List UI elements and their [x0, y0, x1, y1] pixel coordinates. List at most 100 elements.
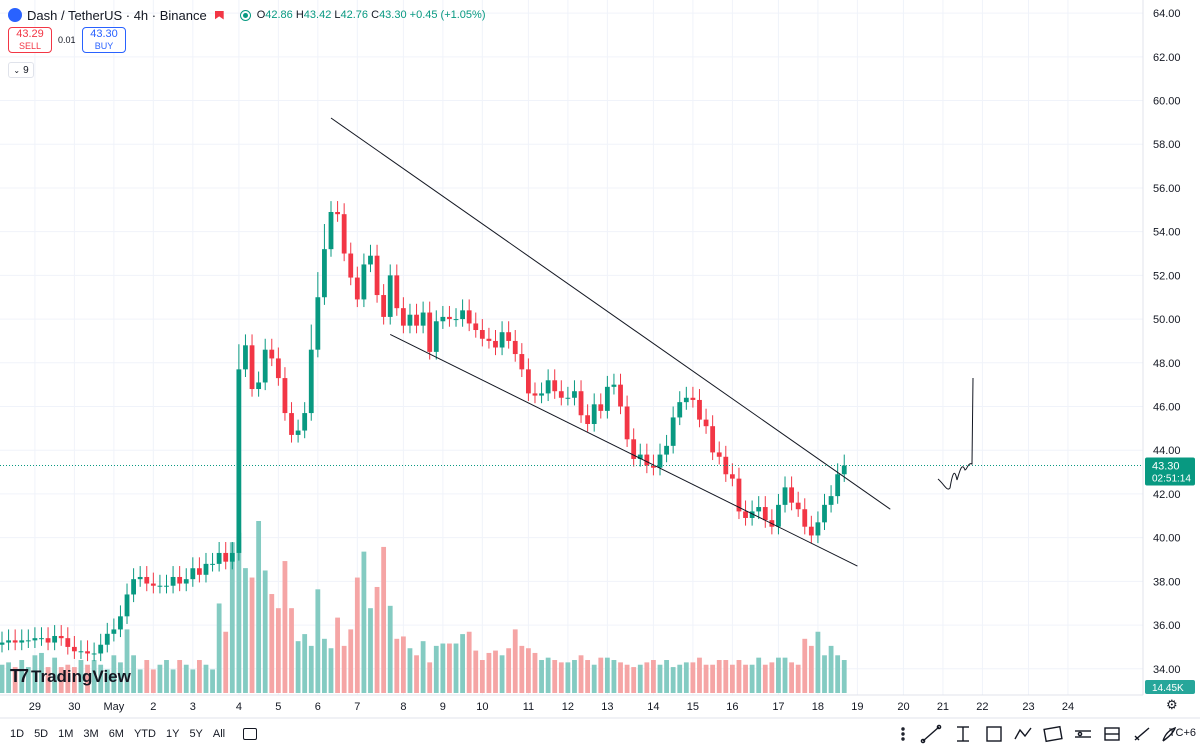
- flag-icon[interactable]: [214, 10, 224, 20]
- candle-body: [618, 384, 623, 407]
- timeframe-5y[interactable]: 5Y: [189, 728, 203, 740]
- brush-icon[interactable]: [901, 727, 905, 741]
- candle-body: [177, 576, 183, 584]
- volume-bar: [697, 657, 702, 693]
- candle-body: [374, 255, 380, 296]
- volume-bar: [308, 645, 314, 693]
- price-axis[interactable]: 34.00 36.00 38.00 40.00 42.00 44.00 46.00 48.00…: [1153, 8, 1181, 676]
- volume-bar: [651, 660, 656, 693]
- volume-bar: [479, 660, 485, 693]
- candle-body: [249, 345, 255, 390]
- candle-body: [762, 507, 768, 521]
- bar-countdown: 02:51:14: [1152, 474, 1191, 485]
- trend-line-icon[interactable]: [920, 724, 942, 744]
- candle-body: [137, 576, 143, 580]
- candle-body: [65, 638, 71, 647]
- volume-bar: [223, 631, 229, 693]
- volume-bar: [190, 669, 196, 693]
- volume-bar: [545, 657, 551, 693]
- volume-bar: [249, 577, 255, 693]
- timeframe-5d[interactable]: 5D: [34, 728, 49, 740]
- candle-body: [322, 249, 327, 298]
- volume-bar: [124, 629, 130, 693]
- candle-body: [203, 563, 209, 575]
- measure-icon[interactable]: [1134, 727, 1150, 741]
- volume-bar: [598, 657, 604, 693]
- candle-body: [32, 638, 38, 641]
- sell-button[interactable]: 43.29 SELL: [8, 27, 52, 53]
- volume-bar: [822, 655, 827, 693]
- time-tick-label: 18: [812, 701, 824, 713]
- time-tick-label: 20: [897, 701, 909, 713]
- gear-icon[interactable]: ⚙: [1166, 697, 1178, 712]
- volume-bar: [183, 664, 189, 693]
- volume-bar: [743, 664, 748, 693]
- timeframe-all[interactable]: All: [212, 728, 226, 740]
- watermark-text: TradingView: [31, 666, 131, 686]
- candle-body: [677, 402, 683, 418]
- volume-bar: [400, 636, 406, 693]
- candle-body: [315, 297, 321, 350]
- volume-bar: [585, 660, 591, 693]
- volume-bar: [394, 638, 400, 693]
- calendar-icon[interactable]: [243, 728, 258, 740]
- candle-body: [782, 487, 788, 505]
- volume-bar: [348, 629, 354, 693]
- timeframe-1y[interactable]: 1Y: [165, 728, 180, 740]
- volume-bar: [118, 662, 123, 693]
- symbol-title[interactable]: Dash / TetherUS · 4h · Binance: [27, 7, 207, 23]
- candle-body: [164, 585, 169, 587]
- volume-bar: [427, 662, 433, 693]
- last-price-box: [1145, 457, 1195, 486]
- rectangle-icon[interactable]: [986, 726, 1002, 742]
- candle-body: [749, 511, 755, 518]
- chevron-down-icon: ⌄: [13, 65, 21, 75]
- volume-bar: [197, 660, 202, 693]
- candle-body: [565, 397, 571, 399]
- candle-body: [690, 397, 696, 400]
- candle-body: [433, 321, 439, 352]
- timeframe-3m[interactable]: 3M: [83, 728, 99, 740]
- ruler-icon[interactable]: [1043, 725, 1063, 743]
- volume-bar: [150, 669, 156, 693]
- volume-bar: [6, 662, 11, 693]
- volume-bar: [512, 629, 518, 693]
- projection-drawing[interactable]: [937, 377, 974, 490]
- price-tick-label: 42.00: [1153, 489, 1181, 501]
- candle-body: [58, 635, 64, 639]
- volume-bar: [164, 660, 169, 693]
- polyline-icon[interactable]: [1014, 727, 1032, 740]
- long-position-icon[interactable]: [1075, 730, 1091, 738]
- volume-bar: [749, 664, 755, 693]
- buy-button[interactable]: 43.30 BUY: [82, 27, 126, 53]
- volume-bar: [420, 641, 426, 693]
- candle-body: [473, 323, 479, 331]
- long-position-alt-icon[interactable]: [1104, 727, 1120, 741]
- time-axis[interactable]: 29 30 May 2 3 4 5 6 7 8 9 10 11 12 13 14 15 16 17 18 19 20 21 2…: [29, 701, 1074, 713]
- timeframe-ytd[interactable]: YTD: [133, 728, 156, 740]
- volume-label: 14.45K: [1152, 683, 1184, 694]
- time-tick-label: 30: [68, 701, 80, 713]
- falling-wedge-lines[interactable]: [330, 117, 891, 567]
- wedge-trend-line[interactable]: [389, 333, 858, 567]
- volume-bar: [374, 586, 380, 693]
- pen-icon[interactable]: [1162, 726, 1177, 742]
- candle-body: [539, 393, 544, 396]
- volume-bar: [611, 660, 617, 693]
- timeframe-1m[interactable]: 1M: [58, 728, 74, 740]
- wedge-trend-line[interactable]: [330, 117, 891, 510]
- candle-body: [723, 456, 729, 475]
- timeframe-6m[interactable]: 6M: [108, 728, 124, 740]
- volume-bar: [532, 652, 538, 693]
- volume-bar: [835, 655, 841, 693]
- volume-bar: [52, 657, 58, 693]
- volume-bar: [387, 605, 393, 693]
- indicators-toggle[interactable]: ⌄ 9: [8, 62, 34, 78]
- timeframe-1d[interactable]: 1D: [10, 728, 25, 740]
- volume-bar: [236, 532, 242, 693]
- timezone-label[interactable]: TC+6: [1168, 727, 1196, 739]
- timeframe-bar: 1D 5D 1M 3M 6M YTD 1Y 5Y All: [0, 720, 258, 748]
- vertical-line-icon[interactable]: [957, 726, 969, 742]
